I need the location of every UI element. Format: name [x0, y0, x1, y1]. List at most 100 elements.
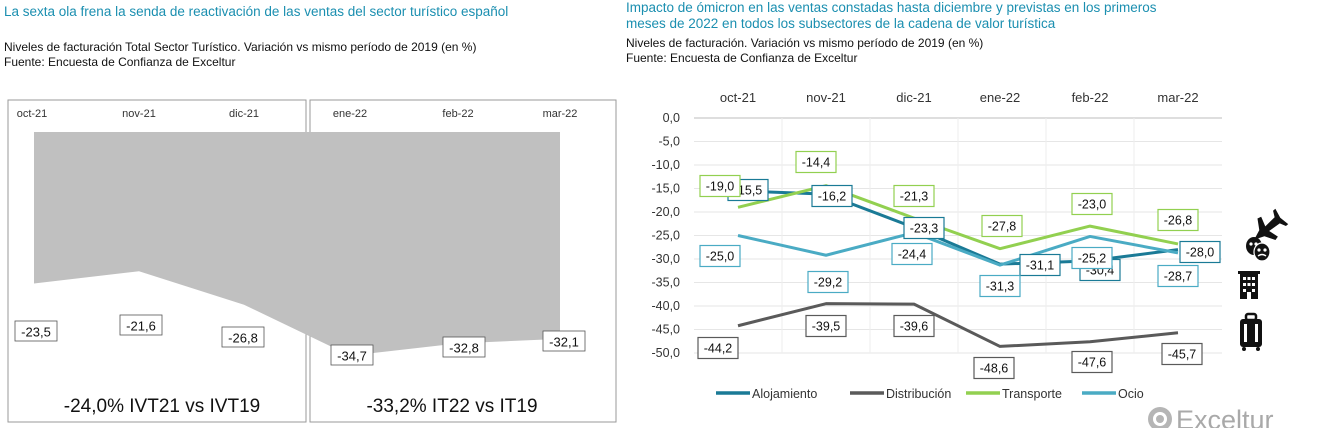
exceltur-logo: Exceltur — [1148, 405, 1274, 428]
data-label: -25,2 — [1078, 252, 1107, 266]
y-tick-label: 0,0 — [663, 111, 680, 125]
data-label: -31,1 — [1026, 259, 1055, 273]
x-tick-label: dic-21 — [229, 108, 259, 120]
data-label-box — [1157, 208, 1199, 232]
left-chart-subtitle: Niveles de facturación Total Sector Turí… — [4, 40, 477, 54]
hotel-building-icon — [1238, 271, 1260, 299]
data-label-box — [330, 344, 374, 366]
data-label-box — [893, 314, 935, 338]
data-label: -44,2 — [704, 342, 733, 356]
area-series — [34, 132, 560, 356]
y-tick-label: -10,0 — [652, 158, 681, 172]
data-label: -21,6 — [126, 319, 156, 334]
data-label-box — [1179, 240, 1221, 264]
data-label-box — [699, 244, 741, 268]
data-label: -28,0 — [1186, 246, 1215, 260]
theater-masks-icon — [1246, 237, 1271, 262]
x-tick-label: nov-21 — [806, 90, 846, 105]
data-label-box — [979, 274, 1021, 298]
data-label-box — [807, 270, 849, 294]
y-tick-label: -20,0 — [652, 205, 681, 219]
data-label: -32,8 — [449, 341, 479, 356]
series-line-distribución — [737, 302, 1179, 348]
left-chart-title: La sexta ola frena la senda de reactivac… — [4, 4, 509, 19]
data-label: -28,7 — [1164, 270, 1193, 284]
data-label: -27,8 — [988, 220, 1017, 234]
data-label-box — [542, 330, 586, 352]
data-label-box — [1071, 192, 1113, 216]
data-label: -23,3 — [910, 222, 939, 236]
airplane-icon — [1254, 208, 1289, 241]
data-label: -26,8 — [1164, 214, 1193, 228]
data-label-box — [1071, 350, 1113, 374]
right-chart-title-line2: meses de 2022 en todos los subsectores d… — [626, 16, 1056, 31]
data-label: -31,3 — [986, 280, 1015, 294]
left-area-chart: oct-21 nov-21 dic-21 ene-22 feb-22 mar-22 -23,… — [7, 99, 617, 423]
legend-label: Alojamiento — [752, 387, 817, 401]
series-line-transporte — [737, 184, 1179, 251]
data-label-box — [795, 150, 837, 174]
data-label: -45,7 — [1168, 348, 1197, 362]
right-chart-source: Fuente: Encuesta de Confianza de Exceltu… — [626, 51, 858, 65]
left-chart-source: Fuente: Encuesta de Confianza de Exceltu… — [4, 55, 236, 69]
data-label-box — [14, 320, 58, 342]
data-label-box — [891, 242, 933, 266]
data-label-box — [903, 216, 945, 240]
x-tick-label: feb-22 — [1072, 90, 1109, 105]
data-label: -21,3 — [900, 190, 929, 204]
data-label: -34,7 — [337, 349, 367, 364]
data-label: -48,6 — [980, 362, 1009, 376]
x-tick-label: ene-22 — [980, 90, 1020, 105]
data-label: -23,5 — [21, 325, 51, 340]
data-label-box — [893, 184, 935, 208]
y-tick-label: -5,0 — [658, 135, 680, 149]
series-line-ocio — [737, 231, 1179, 267]
summary-it22: -33,2% IT22 vs IT19 — [366, 396, 537, 417]
data-label: -14,4 — [802, 156, 831, 170]
legend-label: Distribución — [886, 387, 951, 401]
data-label-box — [805, 314, 847, 338]
data-label-box — [442, 336, 486, 358]
x-tick-label: dic-21 — [896, 90, 931, 105]
data-label-box — [973, 356, 1015, 380]
data-label-box — [1157, 264, 1199, 288]
data-label: -26,8 — [228, 331, 258, 346]
y-tick-label: -35,0 — [652, 276, 681, 290]
data-label: -47,6 — [1078, 356, 1107, 370]
data-label-box — [1161, 342, 1203, 366]
data-label-box — [221, 326, 265, 348]
y-tick-label: -15,0 — [652, 182, 681, 196]
data-label: -39,5 — [812, 320, 841, 334]
right-line-chart: 0,0 -5,0 -10,0 -15,0 -20,0 -25,0 -30,0 -35,0 -40… — [652, 90, 1289, 428]
right-chart-subtitle: Niveles de facturación. Variación vs mis… — [626, 36, 984, 50]
data-label: -15,5 — [734, 184, 763, 198]
y-tick-label: -40,0 — [652, 299, 681, 313]
data-label: -39,6 — [900, 320, 929, 334]
data-label-box — [699, 174, 741, 198]
summary-ivt21: -24,0% IVT21 vs IVT19 — [64, 396, 260, 417]
data-label: -25,0 — [706, 250, 735, 264]
data-label: -24,4 — [898, 248, 927, 262]
data-label: -29,2 — [814, 276, 843, 290]
data-label-box — [1019, 253, 1061, 277]
y-tick-label: -50,0 — [652, 346, 681, 360]
y-tick-label: -45,0 — [652, 323, 681, 337]
data-label-box — [697, 336, 739, 360]
y-tick-label: -25,0 — [652, 229, 681, 243]
x-tick-label: oct-21 — [720, 90, 756, 105]
data-label: -23,0 — [1078, 198, 1107, 212]
legend-label: Ocio — [1118, 387, 1144, 401]
right-chart-title-line1: Impacto de ómicron en las ventas constad… — [626, 0, 1157, 15]
y-tick-label: -30,0 — [652, 252, 681, 266]
x-tick-label: mar-22 — [543, 108, 578, 120]
data-label-box — [811, 184, 853, 208]
data-label-box — [1071, 246, 1113, 270]
x-tick-label: feb-22 — [442, 108, 473, 120]
data-label: -32,1 — [549, 335, 579, 350]
data-label: -19,0 — [706, 180, 735, 194]
luggage-icon — [1240, 312, 1262, 351]
x-tick-label: oct-21 — [17, 108, 48, 120]
x-tick-label: ene-22 — [333, 108, 367, 120]
data-label-box — [981, 214, 1023, 238]
legend-label: Transporte — [1002, 387, 1062, 401]
